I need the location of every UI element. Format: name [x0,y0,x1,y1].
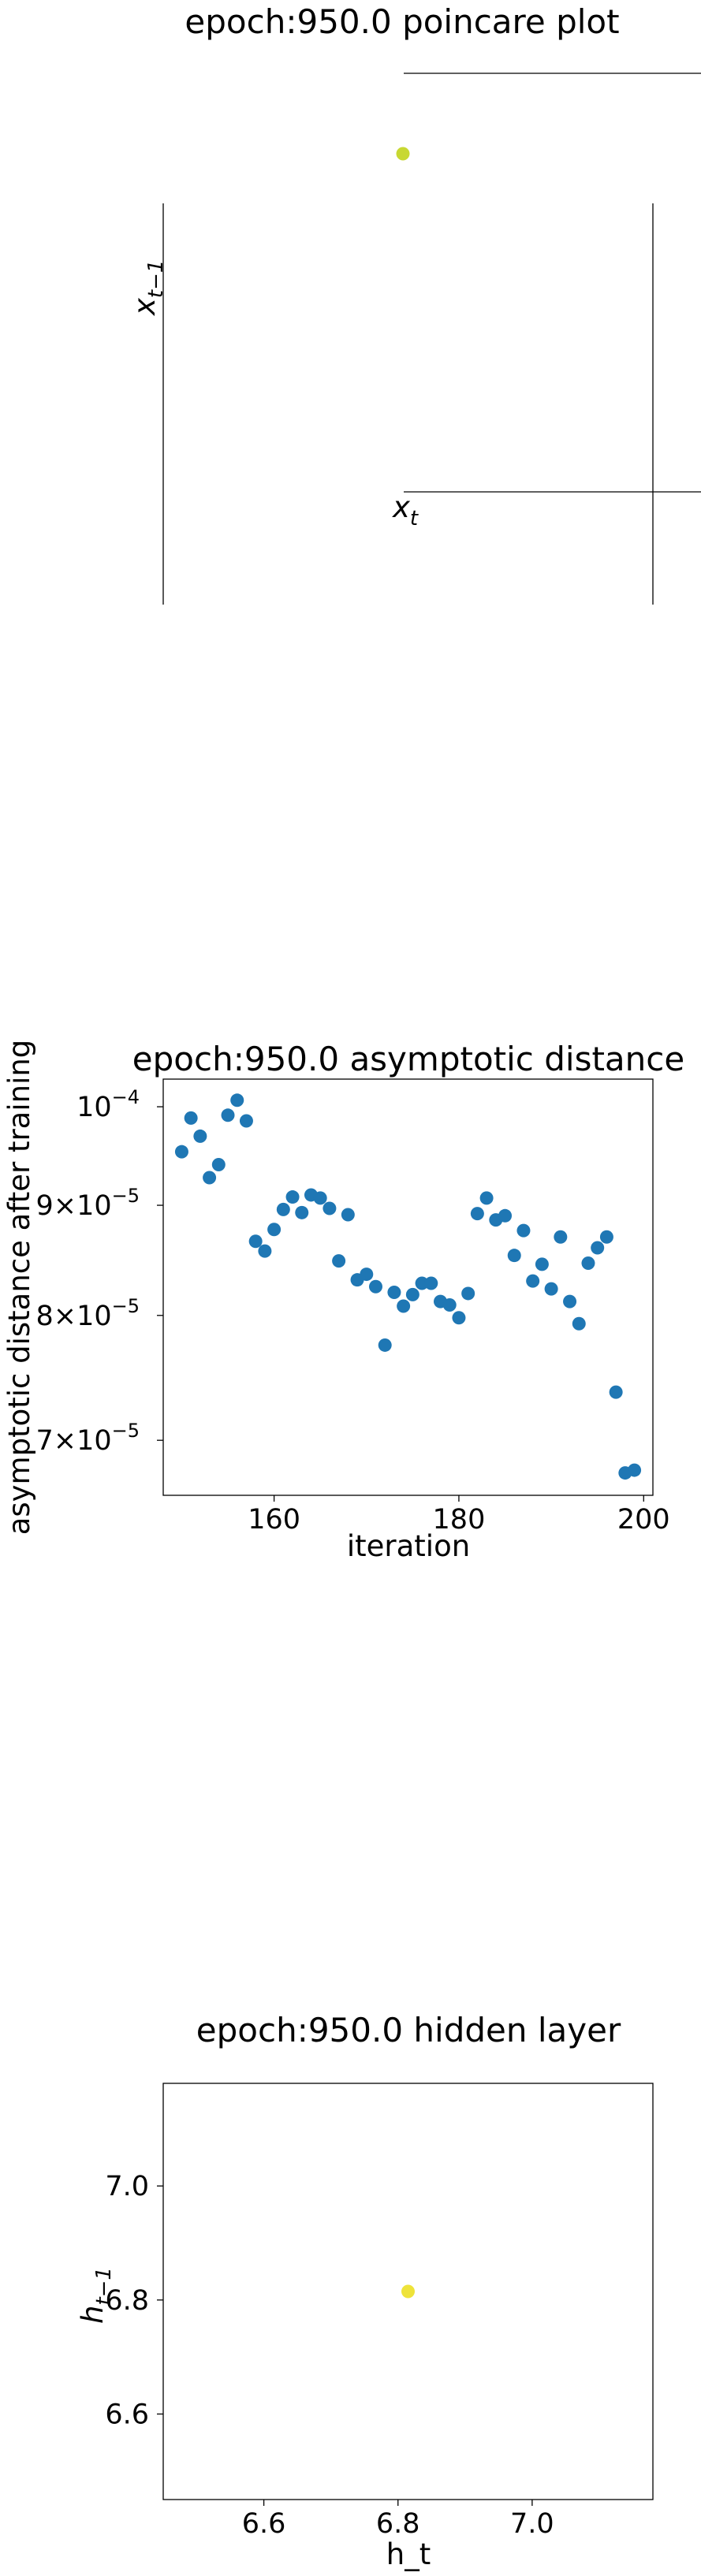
data-point [628,1463,642,1477]
data-point [295,1205,309,1219]
data-point [535,1257,549,1271]
data-point [554,1230,568,1244]
data-point [479,1191,494,1205]
data-point [415,1276,429,1290]
data-point [461,1286,475,1301]
data-point [360,1268,374,1282]
x-tick-label: 200 [617,1504,670,1536]
hidden-layer-chart: epoch:950.0 hidden layer 6.6 6.8 7.0 6.66.… [76,2011,654,2571]
asymptotic-distance-chart: epoch:950.0 asymptotic distance 160 180 20… [2,1040,684,1563]
data-point [258,1244,272,1258]
hidden-frame [162,2083,654,2500]
y-tick-label: 8×10−5 [35,1295,140,1332]
data-point [572,1316,586,1331]
data-point [498,1208,513,1223]
data-point [401,2284,415,2299]
y-tick-label: 9×10−5 [35,1185,140,1222]
data-point [378,1338,392,1352]
data-point [230,1093,244,1107]
poincare-plot: epoch:950.0 poincare plot xt xt−1 [128,2,701,605]
data-point [368,1279,382,1294]
x-tick-label: 180 [433,1504,486,1536]
y-tick-label: 6.6 [105,2399,149,2431]
y-tick-label: 10−4 [76,1086,140,1123]
data-point [174,1145,188,1159]
poincare-ylabel: xt−1 [128,260,168,316]
asymptotic-frame [162,1078,654,1496]
hidden-yticks: 6.6 6.8 7.0 [105,2171,163,2431]
x-tick-label: 6.8 [376,2508,420,2540]
poincare-title: epoch:950.0 poincare plot [185,2,619,41]
data-point [323,1201,337,1215]
x-tick-label: 6.6 [242,2508,286,2540]
data-point [563,1294,577,1308]
data-point [397,1299,411,1313]
data-point [581,1256,595,1270]
y-tick-label: 7×10−5 [35,1420,140,1457]
data-point [387,1285,401,1299]
data-point [452,1311,466,1325]
data-point [526,1274,540,1288]
data-point [313,1191,327,1205]
data-point [424,1276,438,1290]
y-tick-label: 6.8 [105,2285,149,2317]
hidden-points [401,2284,415,2299]
data-point [507,1249,521,1263]
data-point [267,1223,282,1237]
data-point [544,1282,558,1296]
data-point [221,1108,235,1122]
data-point [184,1111,198,1125]
poincare-xlabel: xt [392,490,419,530]
x-tick-label: 160 [248,1504,300,1536]
asymptotic-xlabel: iteration [347,1529,470,1563]
data-point [211,1157,226,1171]
data-point [442,1298,457,1312]
data-point [203,1171,217,1185]
asymptotic-points [174,1093,642,1480]
y-tick-label: 7.0 [105,2171,149,2202]
data-point [276,1202,290,1216]
data-point [239,1114,253,1128]
data-point [193,1129,207,1143]
data-point [341,1208,355,1222]
x-tick-label: 7.0 [510,2508,554,2540]
data-point [516,1223,531,1238]
data-point [591,1241,605,1255]
hidden-xlabel: h_t [386,2537,431,2571]
hidden-title: epoch:950.0 hidden layer [196,2011,621,2049]
data-point [599,1230,613,1244]
asymptotic-ylabel: asymptotic distance after training [2,1040,36,1536]
poincare-point [396,147,410,161]
data-point [248,1234,263,1249]
data-point [285,1190,300,1204]
data-point [609,1385,623,1399]
data-point [470,1207,484,1221]
data-point [405,1287,419,1301]
hidden-xticks: 6.6 6.8 7.0 [242,2500,554,2540]
hidden-ylabel: ht−1 [76,2267,116,2324]
data-point [332,1254,346,1268]
asymptotic-xticks: 160 180 200 [248,1495,670,1536]
asymptotic-yticks: 10−4 9×10−5 8×10−5 7×10−5 [35,1086,163,1457]
asymptotic-title: epoch:950.0 asymptotic distance [132,1040,684,1078]
